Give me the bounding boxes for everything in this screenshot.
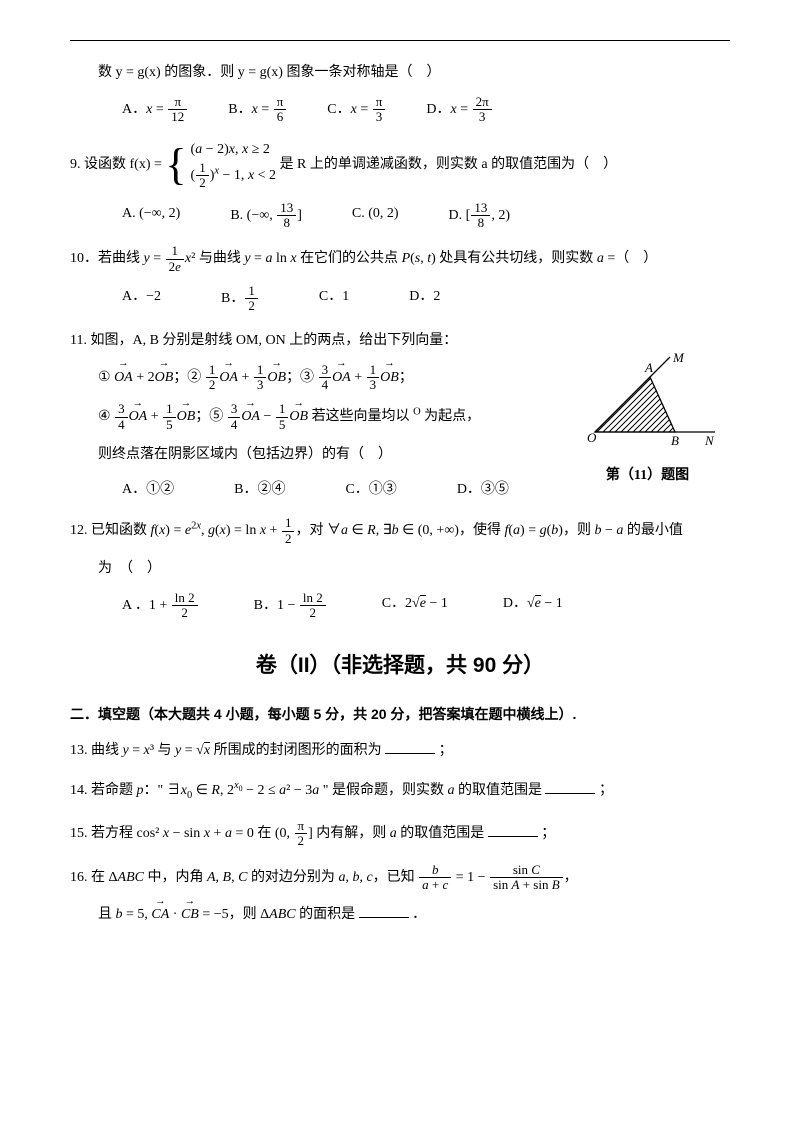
svg-text:B: B: [671, 433, 679, 448]
q9-piece2: (12)x − 1, x < 2: [191, 168, 277, 183]
q11-opt-c: C．①③: [345, 477, 396, 502]
q9-options: A. (−∞, 2) B. (−∞, 138] C. (0, 2) D. [13…: [70, 201, 730, 231]
q8-opt-b: B．x = π6: [228, 95, 287, 125]
svg-text:A: A: [644, 360, 653, 375]
q9-piece1: (a − 2)x, x ≥ 2: [191, 142, 270, 157]
svg-text:M: M: [672, 352, 685, 365]
q8-options: A．x = π12 B．x = π6 C．x = π3 D．x = 2π3: [70, 95, 730, 125]
q13-blank[interactable]: [385, 740, 435, 754]
q15-blank[interactable]: [488, 823, 538, 837]
q15-tail: ；: [541, 826, 555, 841]
question-15: 15. 若方程 cos² x − sin x + a = 0 在 (0, π2]…: [70, 819, 730, 849]
q8-opt-d: D．x = 2π3: [426, 95, 492, 125]
question-12: 12. 已知函数 f(x) = e2x, g(x) = ln x + 12，对 …: [70, 516, 730, 620]
triangle-diagram-icon: O A B M N: [575, 352, 720, 452]
q11-opt-d: D．③⑤: [457, 477, 509, 502]
q9-piecewise: { (a − 2)x, x ≥ 2 (12)x − 1, x < 2: [165, 139, 276, 191]
question-10: 10．若曲线 y = 12ex² 与曲线 y = a ln x 在它们的公共点 …: [70, 244, 730, 313]
q9-stem: 9. 设函数 f(x) = { (a − 2)x, x ≥ 2 (12)x − …: [70, 139, 730, 191]
q11-figure-caption: 第（11）题图: [575, 463, 720, 488]
q12-stem2: 为 （ ）: [70, 556, 730, 581]
q10-options: A．−2 B．12 C．1 D．2: [70, 284, 730, 314]
q10-opt-b: B．12: [221, 284, 259, 314]
question-11: 11. 如图，A, B 分别是射线 OM, ON 上的两点，给出下列向量： O …: [70, 328, 730, 503]
section-ii-title: 卷（II）（非选择题，共 90 分）: [70, 647, 730, 685]
q10-opt-a: A．−2: [122, 284, 161, 314]
q13-tail: ；: [439, 743, 453, 758]
q9-opt-c: C. (0, 2): [352, 201, 399, 231]
q12-opt-a: A ．1 + ln 22: [122, 591, 199, 621]
question-14: 14. 若命题 p：" ∃x0 ∈ R, 2x0 − 2 ≤ a² − 3a "…: [70, 777, 730, 805]
q10-stem: 10．若曲线 y = 12ex² 与曲线 y = a ln x 在它们的公共点 …: [70, 244, 730, 274]
q9-opt-d: D. [138, 2): [449, 201, 510, 231]
q12-opt-d: D．√e − 1: [503, 591, 563, 621]
q13-text: 13. 曲线 y = x³ 与 y = √x 所围成的封闭图形的面积为: [70, 742, 382, 758]
q16-tail: ．: [412, 907, 426, 922]
q16-blank[interactable]: [359, 904, 409, 918]
q10-opt-c: C．1: [319, 284, 349, 314]
q9-opt-b: B. (−∞, 138]: [230, 201, 302, 231]
svg-text:O: O: [587, 430, 597, 445]
q16-line2: 且 b = 5, CA · CB = −5，则 ΔABC 的面积是 ．: [70, 902, 730, 927]
q9-stem-pre: 9. 设函数 f(x) =: [70, 157, 165, 172]
question-8-tail: 数 y = g(x) 的图象．则 y = g(x) 图象一条对称轴是（ ） A．…: [70, 60, 730, 125]
q10-opt-d: D．2: [409, 284, 440, 314]
question-13: 13. 曲线 y = x³ 与 y = √x 所围成的封闭图形的面积为 ；: [70, 738, 730, 763]
q12-options: A ．1 + ln 22 B．1 − ln 22 C．2√e − 1 D．√e …: [70, 591, 730, 621]
question-9: 9. 设函数 f(x) = { (a − 2)x, x ≥ 2 (12)x − …: [70, 139, 730, 231]
q14-blank[interactable]: [545, 780, 595, 794]
q9-opt-a: A. (−∞, 2): [122, 201, 180, 231]
q12-opt-c: C．2√e − 1: [382, 591, 448, 621]
q11-opt-a: A．①②: [122, 477, 174, 502]
q11-opt-b: B．②④: [234, 477, 285, 502]
fill-blank-heading: 二．填空题（本大题共 4 小题，每小题 5 分，共 20 分，把答案填在题中横线…: [70, 702, 730, 727]
question-16: 16. 在 ΔABC 中，内角 A, B, C 的对边分别为 a, b, c，已…: [70, 863, 730, 928]
q14-text: 14. 若命题 p：" ∃x0 ∈ R, 2x0 − 2 ≤ a² − 3a "…: [70, 783, 542, 798]
q16-line1: 16. 在 ΔABC 中，内角 A, B, C 的对边分别为 a, b, c，已…: [70, 863, 730, 893]
q14-tail: ；: [599, 783, 613, 798]
q11-figure: O A B M N 第（11）题图: [575, 352, 720, 488]
q8-opt-c: C．x = π3: [327, 95, 386, 125]
q15-text: 15. 若方程 cos² x − sin x + a = 0 在 (0, π2]…: [70, 826, 484, 841]
svg-text:N: N: [704, 433, 715, 448]
q8-opt-a: A．x = π12: [122, 95, 188, 125]
q9-stem-post: 是 R 上的单调递减函数，则实数 a 的取值范围为（ ）: [280, 157, 618, 172]
q8-stem: 数 y = g(x) 的图象．则 y = g(x) 图象一条对称轴是（ ）: [70, 60, 730, 85]
q12-stem: 12. 已知函数 f(x) = e2x, g(x) = ln x + 12，对 …: [70, 516, 730, 546]
q11-stem: 11. 如图，A, B 分别是射线 OM, ON 上的两点，给出下列向量：: [70, 328, 730, 353]
q12-opt-b: B．1 − ln 22: [254, 591, 327, 621]
